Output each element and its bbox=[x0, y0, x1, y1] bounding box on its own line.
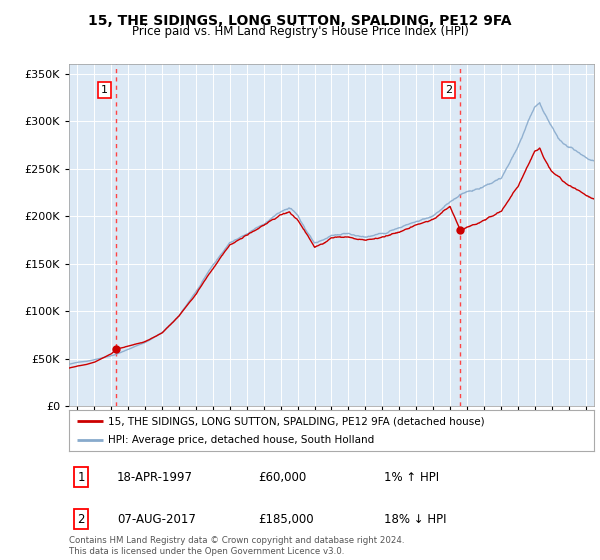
Text: Price paid vs. HM Land Registry's House Price Index (HPI): Price paid vs. HM Land Registry's House … bbox=[131, 25, 469, 38]
Text: 07-AUG-2017: 07-AUG-2017 bbox=[117, 513, 196, 526]
Text: £60,000: £60,000 bbox=[258, 471, 306, 484]
Text: 1: 1 bbox=[101, 85, 108, 95]
Text: £185,000: £185,000 bbox=[258, 513, 314, 526]
Text: 1: 1 bbox=[77, 471, 85, 484]
Text: 15, THE SIDINGS, LONG SUTTON, SPALDING, PE12 9FA: 15, THE SIDINGS, LONG SUTTON, SPALDING, … bbox=[88, 14, 512, 28]
Text: 2: 2 bbox=[77, 513, 85, 526]
Text: Contains HM Land Registry data © Crown copyright and database right 2024.
This d: Contains HM Land Registry data © Crown c… bbox=[69, 536, 404, 556]
Text: 18-APR-1997: 18-APR-1997 bbox=[117, 471, 193, 484]
Text: HPI: Average price, detached house, South Holland: HPI: Average price, detached house, Sout… bbox=[109, 435, 374, 445]
Text: 15, THE SIDINGS, LONG SUTTON, SPALDING, PE12 9FA (detached house): 15, THE SIDINGS, LONG SUTTON, SPALDING, … bbox=[109, 417, 485, 426]
Text: 2: 2 bbox=[445, 85, 452, 95]
Text: 18% ↓ HPI: 18% ↓ HPI bbox=[384, 513, 446, 526]
Text: 1% ↑ HPI: 1% ↑ HPI bbox=[384, 471, 439, 484]
